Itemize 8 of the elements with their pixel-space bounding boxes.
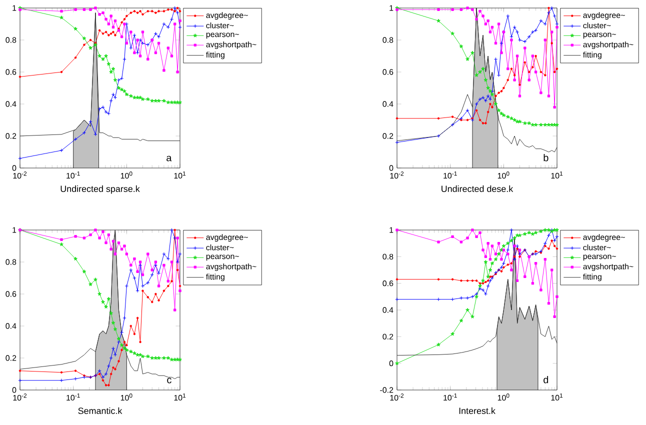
annotation: b xyxy=(544,154,548,162)
x-axis-title: Undirected sparse.k xyxy=(60,185,140,194)
annotation: a xyxy=(166,156,172,162)
x-axis-title: Semantic.k xyxy=(78,407,122,414)
x-axis-title: Interest.k xyxy=(459,407,496,414)
annotation: c xyxy=(167,378,172,384)
annotation: d xyxy=(544,376,548,384)
x-axis-title: Undirected dese.k xyxy=(442,185,514,192)
